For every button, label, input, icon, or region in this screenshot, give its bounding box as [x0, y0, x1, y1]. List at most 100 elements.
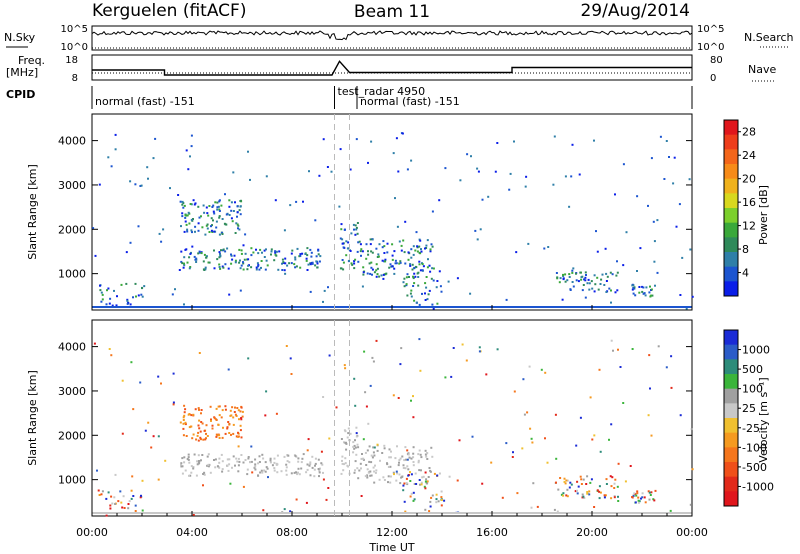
- echo-cell: [524, 185, 527, 188]
- y-tick-label: 3000: [58, 385, 86, 398]
- echo-cell: [306, 468, 309, 471]
- x-tick-label: 16:00: [476, 526, 508, 539]
- echo-cell: [617, 512, 620, 514]
- echo-cell: [342, 469, 345, 472]
- echo-cell: [228, 423, 231, 425]
- echo-cell: [306, 463, 309, 466]
- echo-cell: [425, 247, 428, 249]
- echo-cell: [656, 219, 659, 222]
- echo-cell: [184, 421, 187, 424]
- echo-cell: [670, 386, 673, 389]
- echo-cell: [222, 266, 225, 269]
- echo-cell: [187, 211, 190, 214]
- echo-cell: [101, 490, 104, 493]
- echo-cell: [373, 481, 376, 484]
- echo-cell: [208, 205, 211, 207]
- echo-cell: [673, 156, 676, 159]
- echo-cell: [183, 204, 186, 207]
- echo-cell: [440, 504, 443, 507]
- echo-cell: [402, 489, 405, 492]
- echo-cell: [238, 209, 241, 212]
- echo-cell: [389, 465, 392, 468]
- echo-cell: [636, 490, 639, 493]
- echo-cell: [206, 435, 209, 437]
- echo-cell: [575, 444, 578, 447]
- echo-cell: [367, 161, 369, 164]
- echo-cell: [200, 306, 203, 308]
- echo-cell: [355, 226, 358, 229]
- echo-cell: [204, 438, 207, 441]
- echo-cell: [588, 282, 591, 285]
- echo-cell: [146, 306, 149, 308]
- y-tick-label: 2000: [58, 223, 86, 236]
- echo-cell: [201, 226, 204, 229]
- echo-cell: [512, 512, 515, 514]
- echo-cell: [180, 462, 183, 465]
- echo-cell: [259, 471, 262, 474]
- echo-cell: [677, 512, 680, 514]
- echo-cell: [444, 167, 447, 170]
- echo-cell: [547, 246, 550, 248]
- echo-cell: [140, 293, 143, 296]
- echo-cell: [288, 262, 291, 265]
- echo-cell: [403, 459, 406, 462]
- echo-cell: [239, 200, 242, 202]
- echo-cell: [629, 465, 632, 467]
- echo-cell: [596, 306, 599, 308]
- echo-cell: [373, 271, 376, 274]
- echo-cell: [485, 512, 488, 514]
- station-title: Kerguelen (fitACF): [92, 1, 246, 21]
- colorbar-swatch: [724, 237, 738, 253]
- echo-cell: [170, 512, 173, 514]
- echo-cell: [593, 274, 596, 277]
- echo-cell: [236, 407, 239, 409]
- echo-cell: [452, 347, 455, 349]
- echo-cell: [419, 512, 422, 514]
- echo-cell: [187, 458, 190, 461]
- x-tick-label: 04:00: [176, 526, 208, 539]
- echo-cell: [430, 496, 433, 499]
- echo-cell: [613, 496, 616, 499]
- echo-cell: [341, 455, 344, 458]
- echo-cell: [137, 294, 140, 297]
- echo-cell: [205, 424, 208, 427]
- echo-cell: [531, 441, 534, 444]
- echo-cell: [240, 252, 243, 255]
- echo-cell: [194, 512, 197, 514]
- echo-cell: [362, 306, 365, 308]
- echo-cell: [613, 482, 616, 485]
- echo-cell: [190, 471, 193, 474]
- echo-cell: [428, 306, 431, 308]
- echo-cell: [631, 496, 634, 499]
- echo-cell: [367, 250, 369, 253]
- echo-cell: [230, 262, 233, 265]
- echo-cell: [416, 272, 419, 275]
- echo-cell: [203, 473, 206, 476]
- echo-cell: [293, 512, 296, 514]
- echo-cell: [418, 245, 421, 248]
- echo-cell: [341, 259, 344, 261]
- echo-cell: [644, 512, 647, 514]
- echo-cell: [338, 205, 341, 208]
- echo-cell: [570, 175, 573, 178]
- echo-cell: [595, 230, 597, 233]
- echo-cell: [211, 231, 214, 233]
- echo-cell: [689, 503, 692, 506]
- echo-cell: [218, 414, 221, 417]
- echo-cell: [373, 470, 376, 473]
- y-tick-label: 3000: [58, 179, 86, 192]
- echo-cell: [370, 266, 373, 269]
- echo-cell: [596, 276, 599, 279]
- echo-cell: [160, 382, 162, 385]
- echo-cell: [616, 271, 619, 274]
- echo-cell: [554, 413, 557, 416]
- echo-cell: [306, 247, 309, 250]
- echo-cell: [215, 407, 218, 410]
- echo-cell: [218, 266, 221, 268]
- echo-cell: [421, 269, 424, 272]
- echo-cell: [566, 495, 569, 498]
- echo-cell: [227, 306, 230, 308]
- echo-cell: [280, 470, 283, 473]
- echo-cell: [143, 285, 146, 288]
